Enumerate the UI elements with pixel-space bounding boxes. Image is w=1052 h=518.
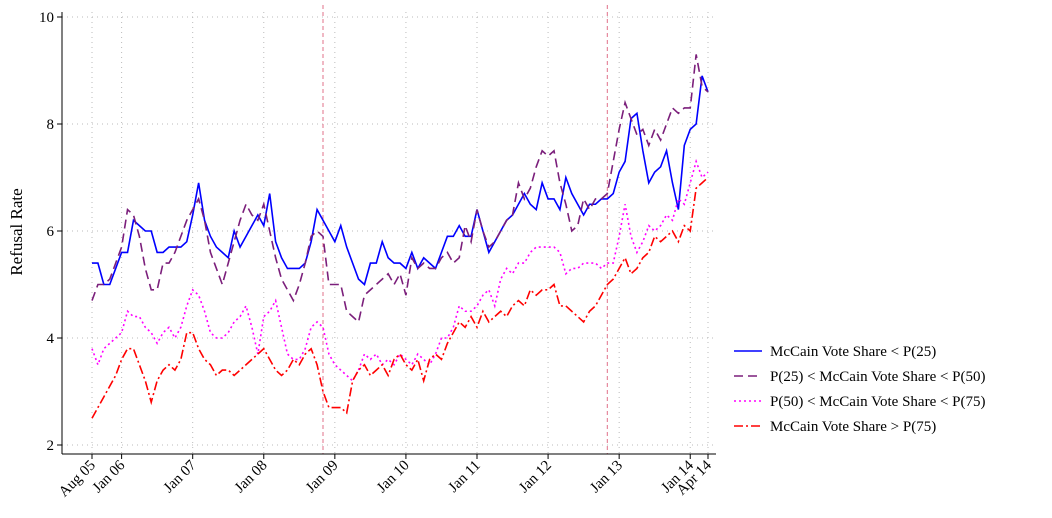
x-tick-label: Jan 06 — [90, 457, 129, 496]
x-tick-label: Jan 08 — [232, 458, 271, 497]
y-tick-label: 4 — [47, 331, 55, 347]
x-tick-label: Jan 10 — [374, 458, 413, 497]
x-tick-label: Aug 05 — [56, 458, 99, 501]
y-tick-label: 10 — [39, 10, 54, 26]
x-tick-label: Jan 09 — [303, 458, 342, 497]
x-tick-label: Jan 13 — [587, 458, 626, 497]
y-tick-label: 2 — [47, 438, 55, 454]
series-line — [92, 75, 709, 286]
x-tick-label: Jan 12 — [516, 458, 555, 497]
x-tick-label: Jan 11 — [446, 458, 484, 496]
legend-label: McCain Vote Share < P(25) — [770, 344, 936, 360]
x-tick-label: Jan 07 — [161, 457, 200, 496]
series-line — [91, 54, 709, 324]
y-tick-label: 8 — [47, 117, 55, 133]
legend-label: McCain Vote Share > P(75) — [770, 419, 936, 435]
series-line — [91, 158, 709, 383]
legend-label: P(50) < McCain Vote Share < P(75) — [770, 394, 986, 410]
series-line — [91, 176, 709, 419]
y-tick-label: 6 — [47, 224, 55, 240]
legend-label: P(25) < McCain Vote Share < P(50) — [770, 369, 986, 385]
y-axis-label: Refusal Rate — [7, 188, 26, 275]
